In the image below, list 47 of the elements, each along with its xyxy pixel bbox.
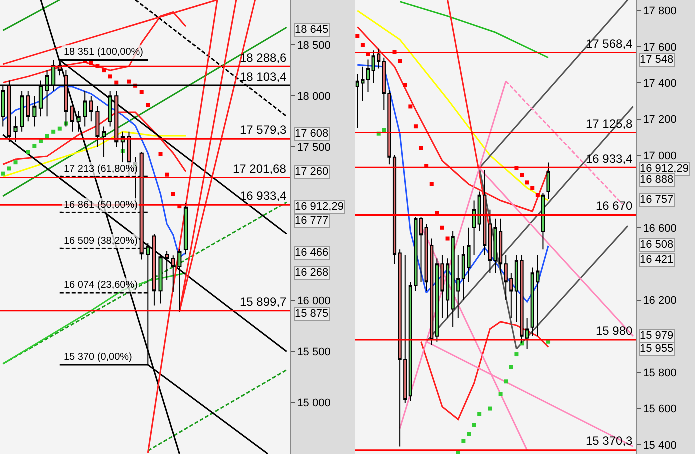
annotation: 17 213 (61,80%)	[64, 164, 138, 175]
y-tick-label: 17 000	[643, 150, 677, 162]
annotation: 16 861 (50,00%)	[64, 200, 138, 211]
y-tick-label: 17 400	[643, 78, 677, 90]
y2-tick-label: 16 888	[640, 174, 674, 186]
ref-line-label: 16 933,4	[240, 189, 288, 203]
y2-tick-label: 15 955	[640, 343, 674, 355]
y-tick-label: 15 800	[643, 367, 677, 380]
y2-tick-label: 17 260	[295, 166, 329, 178]
y2-tick-label: 16 466	[295, 247, 329, 259]
y2-tick-label: 18 645	[295, 24, 329, 36]
y-tick-label: 17 600	[643, 42, 677, 54]
ref-line-label: 17 579,3	[240, 123, 288, 137]
annotation: 15 370 (0,00%)	[64, 352, 132, 363]
y2-tick-label: 16 912,29	[295, 201, 344, 213]
annotation: 18 351 (100,00%)	[64, 47, 144, 58]
y-tick-label: 16 000	[297, 295, 331, 308]
y2-tick-label: 15 979	[640, 330, 674, 342]
y-tick-label: 18 500	[297, 40, 331, 52]
y2-tick-label: 16 268	[295, 267, 329, 279]
ref-line-label: 15 980	[596, 324, 634, 338]
y-tick-label: 15 000	[297, 398, 331, 410]
ref-line-label: 16 933,4	[586, 152, 634, 166]
y2-tick-label: 17 548	[640, 54, 674, 66]
y-tick-label: 16 600	[643, 222, 677, 235]
y-tick-label: 15 600	[643, 404, 677, 416]
ref-line-label: 18 103,4	[240, 70, 288, 84]
ref-line-label: 17 201,68	[233, 162, 287, 176]
y2-tick-label: 15 875	[295, 308, 329, 320]
y-tick-label: 18 000	[297, 90, 331, 103]
y2-tick-label: 16 912,29	[640, 163, 689, 175]
annotation: 16 509 (38,20%)	[64, 236, 138, 247]
annotation: 16 074 (23,60%)	[64, 280, 138, 291]
y2-tick-label: 16 421	[640, 254, 674, 266]
y2-tick-label: 16 508	[640, 239, 674, 251]
y-tick-label: 15 400	[643, 440, 677, 452]
y-tick-label: 16 200	[643, 295, 677, 308]
y-tick-label: 17 500	[297, 142, 331, 154]
ref-line-label: 15 370,3	[586, 434, 634, 448]
y2-tick-label: 16 757	[640, 194, 674, 206]
ref-line-label: 16 670	[596, 199, 634, 213]
y2-tick-label: 17 608	[295, 128, 329, 140]
ref-line-label: 15 899,7	[240, 295, 288, 309]
y-tick-label: 17 200	[643, 114, 677, 126]
y2-tick-label: 16 777	[295, 215, 329, 227]
y-tick-label: 17 800	[643, 6, 677, 18]
y-tick-label: 15 500	[297, 346, 331, 359]
